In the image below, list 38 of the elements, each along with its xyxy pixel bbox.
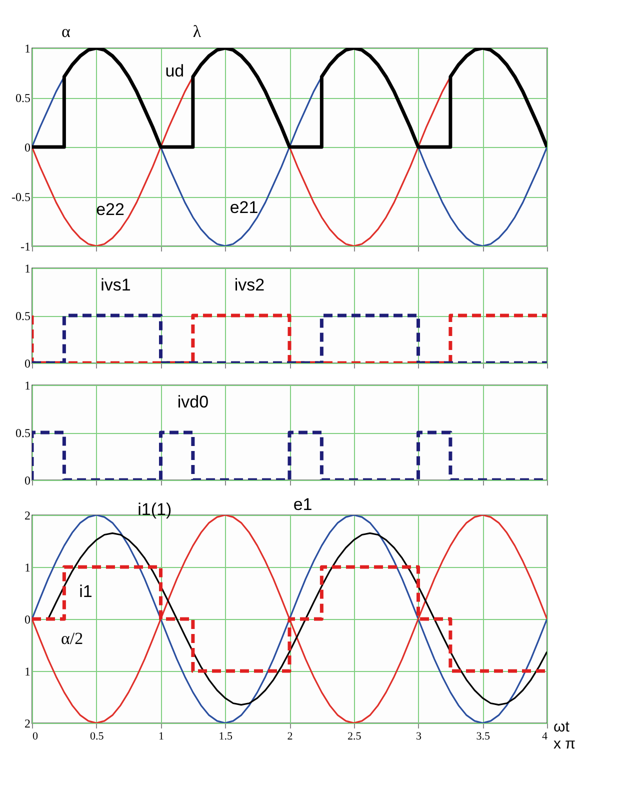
y-tick-label: 2 bbox=[24, 716, 30, 730]
y-tick-label: 1 bbox=[24, 42, 30, 56]
y-tick-label: -0.5 bbox=[12, 190, 30, 204]
series-label: i1 bbox=[79, 582, 92, 601]
y-tick-label: 0 bbox=[24, 140, 30, 154]
series-label: i1(1) bbox=[138, 500, 172, 520]
x-tick-label: 0 bbox=[32, 730, 38, 742]
text: α bbox=[62, 22, 71, 41]
x-tick-label: 2 bbox=[287, 730, 293, 742]
x-tick-label: 3.5 bbox=[476, 730, 490, 742]
y-tick-label: 0 bbox=[24, 612, 30, 626]
x-tick-label: 2.5 bbox=[348, 730, 362, 742]
x-tick-label: 4 bbox=[542, 730, 548, 742]
series-label: e1 bbox=[293, 494, 312, 514]
y-tick-label: 1 bbox=[24, 378, 30, 392]
y-tick-label: 0.5 bbox=[16, 426, 30, 440]
y-tick-label: 1 bbox=[24, 664, 30, 678]
series-label: ivd0 bbox=[177, 392, 209, 412]
x-axis-title: ωt x π bbox=[554, 718, 576, 752]
y-tick-label: 0 bbox=[24, 356, 30, 370]
text: λ bbox=[192, 22, 202, 41]
x-tick-label: 3 bbox=[416, 730, 422, 742]
y-tick-label: -1 bbox=[20, 240, 30, 254]
series-label: ud bbox=[165, 61, 184, 80]
y-tick-label: 0 bbox=[24, 474, 30, 488]
x-tick-label: 1.5 bbox=[218, 730, 233, 742]
y-tick-label: 1 bbox=[24, 262, 30, 276]
y-tick-label: 1 bbox=[24, 560, 30, 574]
annotation: α/2 bbox=[60, 628, 84, 648]
x-tick-label: 0.5 bbox=[90, 730, 104, 742]
y-tick-label: 2 bbox=[24, 508, 30, 522]
series-label: ivs2 bbox=[234, 276, 265, 294]
y-tick-label: 0.5 bbox=[16, 309, 30, 323]
series-label: e22 bbox=[96, 200, 124, 220]
series-label: e21 bbox=[230, 198, 258, 218]
series-label: ivs1 bbox=[100, 276, 131, 294]
x-tick-label: 1 bbox=[158, 730, 164, 742]
y-tick-label: 0.5 bbox=[16, 91, 30, 105]
